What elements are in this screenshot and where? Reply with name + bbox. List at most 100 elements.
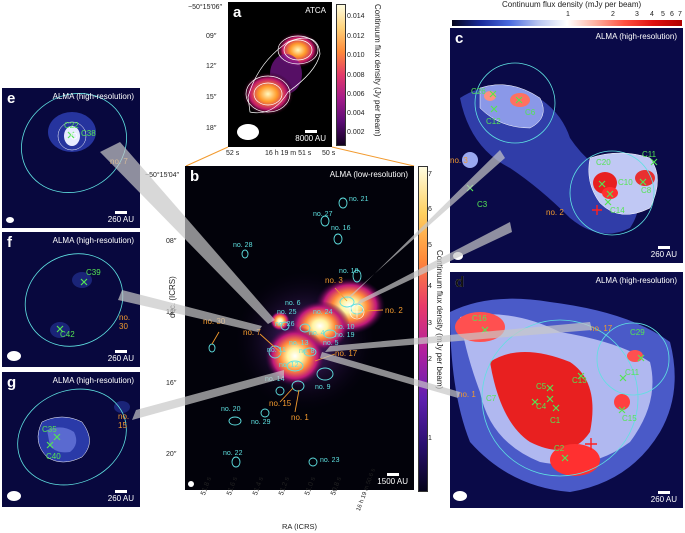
- panel-e: e ALMA (high-resolution) C22 C38 no. 7 2…: [2, 88, 140, 228]
- scale-bar-label: 260 AU: [650, 495, 677, 504]
- x-tick: 50 s: [322, 150, 336, 157]
- colorbar-tick: 1: [428, 435, 432, 442]
- source-label: no. 10: [335, 324, 355, 331]
- source-label-orange: no. 30: [203, 317, 226, 326]
- panel-e-map: [6, 93, 127, 223]
- panel-label: g: [7, 374, 17, 391]
- source-label: no. 4: [309, 330, 325, 337]
- source-label: C26: [471, 87, 486, 96]
- source-label: C10: [618, 178, 633, 187]
- colorbar-tick: 4: [428, 283, 432, 290]
- panel-title: ATCA: [305, 6, 326, 15]
- scale-bar: 260 AU: [108, 490, 134, 503]
- arrow-label: no. 17: [590, 324, 613, 333]
- colorbar-tick: 5: [428, 242, 432, 249]
- scale-bar: 260 AU: [108, 350, 134, 363]
- source-label: no. 23: [320, 457, 340, 464]
- source-label: no. 28: [233, 242, 253, 249]
- y-tick: 15′′: [206, 94, 217, 101]
- beam-ellipse: [7, 491, 21, 501]
- source-label: C8: [641, 186, 652, 195]
- source-label: no. 26: [275, 321, 295, 328]
- y-axis-label: dec. (ICRS): [168, 276, 177, 318]
- source-label: C11: [642, 150, 657, 159]
- source-label: C14: [610, 206, 625, 215]
- source-label: C2: [554, 444, 565, 453]
- source-label: C13: [572, 376, 587, 385]
- y-tick: 08′′: [166, 238, 177, 245]
- source-label: no. 5: [323, 340, 339, 347]
- y-tick: 16′′: [166, 380, 177, 387]
- arrow-label: no. 7: [110, 157, 128, 166]
- panel-a-map: [237, 32, 321, 140]
- colorbar-label: Continuum flux density (mJy per beam): [435, 250, 444, 390]
- colorbar-a: [336, 4, 346, 146]
- arrow-label: no. 3: [450, 156, 468, 165]
- y-tick: 18′′: [206, 125, 217, 132]
- beam-ellipse: [453, 252, 463, 260]
- scale-bar-label: 8000 AU: [295, 134, 326, 143]
- colorbar-tick: 0.002: [347, 129, 365, 136]
- colorbar-tick: 2: [428, 356, 432, 363]
- panel-title: ALMA (high-resolution): [52, 376, 134, 385]
- source-label-orange: no. 2: [385, 306, 403, 315]
- scale-bar-label: 260 AU: [107, 215, 134, 224]
- arrow-label: no. 1: [458, 390, 476, 399]
- source-label: C40: [46, 452, 61, 461]
- source-label: C15: [622, 414, 637, 423]
- source-label: C11: [625, 368, 640, 377]
- colorbar-tick: 3: [635, 11, 639, 18]
- colorbar-tick: 3: [428, 320, 432, 327]
- colorbar-tick: 7: [678, 11, 682, 18]
- colorbar-tick: 6: [670, 11, 674, 18]
- panel-label: a: [233, 4, 242, 21]
- x-tick: 16 h 19 m 51 s: [265, 150, 312, 157]
- colorbar-tick: 0.006: [347, 91, 365, 98]
- panel-label: f: [7, 234, 12, 251]
- source-label: C6: [525, 108, 536, 117]
- panel-title: ALMA (high-resolution): [52, 92, 134, 101]
- source-label: no. 20: [221, 406, 241, 413]
- y-tick: −50°15′04′′: [145, 172, 180, 179]
- y-tick: 20′′: [166, 451, 177, 458]
- source-label: no. 14: [265, 376, 285, 383]
- x-axis-label: RA (ICRS): [282, 522, 318, 531]
- source-label-orange: no. 1: [291, 413, 309, 422]
- colorbar-tick: 4: [650, 11, 654, 18]
- panel-title: ALMA (high-resolution): [595, 276, 677, 285]
- scale-bar: 260 AU: [108, 211, 134, 224]
- colorbar-tick: 0.004: [347, 110, 365, 117]
- scale-bar: 8000 AU: [295, 130, 326, 143]
- scale-bar: 260 AU: [651, 246, 677, 259]
- panel-title: ALMA (low-resolution): [329, 170, 408, 179]
- colorbar-b: [418, 166, 428, 492]
- source-label: no. 6: [285, 300, 301, 307]
- arrow-label: no. 2: [546, 208, 564, 217]
- beam-ellipse: [453, 491, 467, 501]
- colorbar-tick: 6: [428, 206, 432, 213]
- colorbar-tick: 5: [661, 11, 665, 18]
- arrow-label: no. 30: [119, 313, 131, 331]
- source-label-orange: no. 15: [269, 399, 292, 408]
- source-label: no. 11: [267, 347, 286, 354]
- colorbar-tick: 0.008: [347, 72, 365, 79]
- scale-bar: 1500 AU: [377, 473, 408, 486]
- source-label: C16: [472, 314, 487, 323]
- source-label: no. 24: [313, 309, 333, 316]
- source-label: C4: [536, 402, 547, 411]
- source-label: no. 8: [299, 348, 315, 355]
- source-label: C20: [596, 158, 611, 167]
- source-label: no. 12: [279, 362, 299, 369]
- source-label: C35: [42, 425, 57, 434]
- source-label: C12: [486, 117, 501, 126]
- source-label: no. 9: [315, 384, 331, 391]
- source-label: C42: [60, 330, 75, 339]
- source-label: C3: [477, 200, 488, 209]
- panel-d: d ALMA (high-resolution) C16 C29 C13 C11…: [450, 272, 683, 508]
- source-label: no. 21: [349, 196, 369, 203]
- scale-bar-label: 260 AU: [107, 354, 134, 363]
- source-label-orange: no. 7: [243, 328, 261, 337]
- scale-bar-label: 1500 AU: [377, 477, 408, 486]
- source-label: no. 13: [289, 340, 309, 347]
- y-tick: −50°15′06′′: [188, 4, 223, 11]
